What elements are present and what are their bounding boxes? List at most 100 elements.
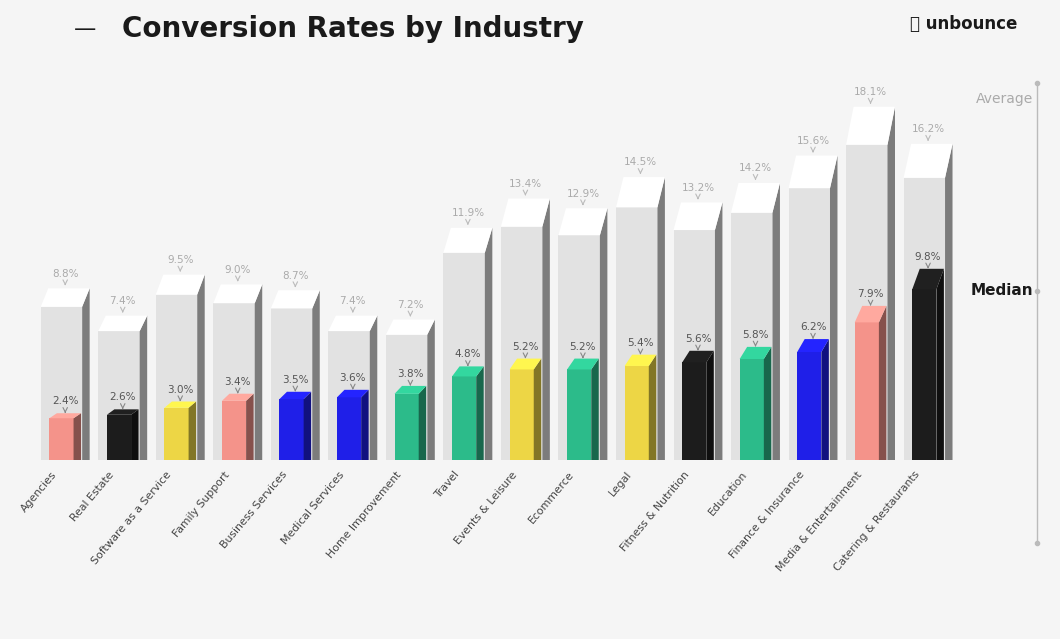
Polygon shape xyxy=(83,288,90,460)
Text: Medical Services: Medical Services xyxy=(280,470,347,546)
Polygon shape xyxy=(797,339,829,352)
Polygon shape xyxy=(543,199,550,460)
Polygon shape xyxy=(854,306,886,323)
Polygon shape xyxy=(140,316,147,460)
Text: 3.5%: 3.5% xyxy=(282,375,308,391)
Text: 5.6%: 5.6% xyxy=(685,334,711,350)
Polygon shape xyxy=(329,331,370,460)
Polygon shape xyxy=(534,358,542,460)
Polygon shape xyxy=(714,203,723,460)
Polygon shape xyxy=(156,275,205,295)
Polygon shape xyxy=(567,369,591,460)
Polygon shape xyxy=(936,269,943,460)
Text: 3.6%: 3.6% xyxy=(339,373,366,389)
Polygon shape xyxy=(616,208,657,460)
Text: 9.0%: 9.0% xyxy=(225,265,251,281)
Text: Media & Entertainment: Media & Entertainment xyxy=(775,470,864,573)
Polygon shape xyxy=(394,386,426,394)
Polygon shape xyxy=(271,290,320,309)
Polygon shape xyxy=(73,413,81,460)
Polygon shape xyxy=(706,351,713,460)
Polygon shape xyxy=(773,183,780,460)
Text: 7.4%: 7.4% xyxy=(109,296,136,312)
Polygon shape xyxy=(484,228,492,460)
Polygon shape xyxy=(313,290,320,460)
Polygon shape xyxy=(591,358,599,460)
Text: Legal: Legal xyxy=(607,470,634,498)
Polygon shape xyxy=(797,352,822,460)
Polygon shape xyxy=(846,107,895,144)
Text: 3.0%: 3.0% xyxy=(167,385,193,401)
Text: 7.9%: 7.9% xyxy=(858,289,884,305)
Polygon shape xyxy=(40,307,83,460)
Text: Median: Median xyxy=(971,283,1034,298)
Text: Events & Leisure: Events & Leisure xyxy=(453,470,518,546)
Text: Family Support: Family Support xyxy=(171,470,231,539)
Text: 12.9%: 12.9% xyxy=(566,189,600,204)
Polygon shape xyxy=(510,369,534,460)
Polygon shape xyxy=(624,355,656,366)
Text: 8.8%: 8.8% xyxy=(52,269,78,284)
Polygon shape xyxy=(452,366,483,376)
Polygon shape xyxy=(657,177,665,460)
Text: Travel: Travel xyxy=(432,470,461,501)
Polygon shape xyxy=(731,183,780,213)
Text: Ecommerce: Ecommerce xyxy=(527,470,577,526)
Text: 5.8%: 5.8% xyxy=(742,330,768,346)
Polygon shape xyxy=(946,144,953,460)
Polygon shape xyxy=(107,410,139,415)
Polygon shape xyxy=(443,228,492,252)
Text: 14.2%: 14.2% xyxy=(739,164,772,179)
Polygon shape xyxy=(246,394,253,460)
Polygon shape xyxy=(386,335,427,460)
Polygon shape xyxy=(427,320,435,460)
Text: Conversion Rates by Industry: Conversion Rates by Industry xyxy=(122,15,584,43)
Polygon shape xyxy=(879,306,886,460)
Text: Ⓞ unbounce: Ⓞ unbounce xyxy=(911,15,1018,33)
Polygon shape xyxy=(624,366,649,460)
Polygon shape xyxy=(559,235,600,460)
Text: 7.4%: 7.4% xyxy=(339,296,366,312)
Polygon shape xyxy=(452,376,476,460)
Polygon shape xyxy=(854,323,879,460)
Polygon shape xyxy=(156,295,197,460)
Polygon shape xyxy=(213,284,262,304)
Polygon shape xyxy=(913,289,936,460)
Text: 5.4%: 5.4% xyxy=(628,337,654,353)
Polygon shape xyxy=(222,401,246,460)
Text: 3.8%: 3.8% xyxy=(398,369,424,385)
Text: 2.6%: 2.6% xyxy=(109,392,136,408)
Polygon shape xyxy=(789,155,837,189)
Text: Home Improvement: Home Improvement xyxy=(325,470,404,560)
Text: Agencies: Agencies xyxy=(19,470,58,514)
Polygon shape xyxy=(683,351,713,362)
Polygon shape xyxy=(887,107,895,460)
Polygon shape xyxy=(501,227,543,460)
Polygon shape xyxy=(673,203,723,230)
Polygon shape xyxy=(476,366,483,460)
Polygon shape xyxy=(683,362,706,460)
Polygon shape xyxy=(764,347,772,460)
Polygon shape xyxy=(600,208,607,460)
Polygon shape xyxy=(254,284,262,460)
Text: 11.9%: 11.9% xyxy=(452,208,484,224)
Text: 9.5%: 9.5% xyxy=(167,255,194,271)
Polygon shape xyxy=(903,144,953,178)
Polygon shape xyxy=(731,213,773,460)
Polygon shape xyxy=(164,408,189,460)
Text: Education: Education xyxy=(706,470,748,518)
Text: Fitness & Nutrition: Fitness & Nutrition xyxy=(619,470,691,553)
Polygon shape xyxy=(370,316,377,460)
Text: 13.4%: 13.4% xyxy=(509,179,542,195)
Polygon shape xyxy=(50,419,73,460)
Text: 13.2%: 13.2% xyxy=(682,183,714,199)
Polygon shape xyxy=(419,386,426,460)
Polygon shape xyxy=(329,316,377,331)
Polygon shape xyxy=(822,339,829,460)
Polygon shape xyxy=(280,399,303,460)
Polygon shape xyxy=(740,347,772,359)
Text: Catering & Restaurants: Catering & Restaurants xyxy=(832,470,921,573)
Polygon shape xyxy=(271,309,313,460)
Polygon shape xyxy=(740,359,764,460)
Polygon shape xyxy=(673,230,714,460)
